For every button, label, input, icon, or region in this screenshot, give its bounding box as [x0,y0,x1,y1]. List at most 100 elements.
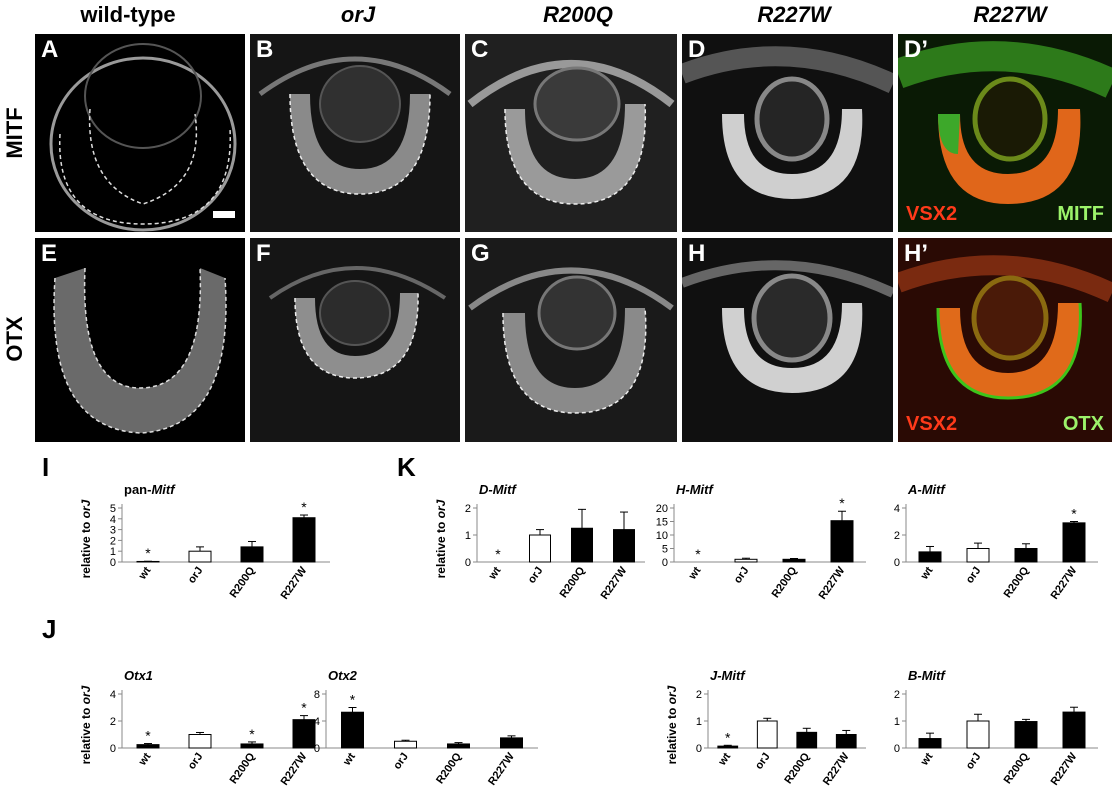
x-category-label: orJ [964,565,984,586]
bar [571,527,593,563]
row-header-mitf: MITF [2,107,27,159]
y-tick-label: 0 [465,557,471,569]
bar [918,551,942,563]
bar [966,720,990,749]
bar [1014,721,1038,749]
x-category-label: orJ [526,565,546,586]
x-category-label: R200Q [228,564,258,600]
y-tick-label: 0 [894,557,900,569]
bar [292,719,316,749]
significance-star: * [495,546,501,562]
y-axis-label-text: relative to [79,518,93,578]
bar [188,734,212,749]
overlay-label-vsx2: VSX2 [906,413,958,435]
x-category-label: orJ [732,565,752,586]
x-category-label: wt [136,751,154,769]
bar [796,731,818,749]
section-label-I: I [42,452,50,482]
eye-section-illustration [465,34,677,232]
y-tick-label: 1 [696,716,702,728]
micrograph-E: E [35,238,245,442]
chart-title: B-Mitf [908,668,946,683]
x-category-label: R200Q [558,564,588,600]
x-category-label: R200Q [1002,564,1032,600]
significance-star: * [301,499,307,515]
overlay-label-mitf: MITF [1057,203,1104,225]
y-tick-label: 2 [696,689,702,701]
eye-section-illustration [465,238,677,442]
y-tick-label: 1 [465,530,471,542]
micrograph-D: D [682,34,893,232]
y-tick-label: 4 [110,514,116,526]
y-tick-label: 1 [110,546,116,558]
scale-bar [213,211,235,218]
x-category-label: wt [716,751,734,769]
x-category-label: R227W [1049,564,1080,601]
eye-section-illustration [250,238,460,442]
significance-star: * [145,545,151,561]
y-tick-label: 3 [110,525,116,537]
significance-star: * [249,726,255,742]
bar [240,743,264,749]
bar [447,743,470,749]
y-tick-label: 10 [656,530,668,542]
panel-label: D [688,36,706,63]
chart-d-mitf: D-Mitf relative to orJ 0 1 2 * wt orJ R200Q R227W [417,478,657,608]
y-tick-label: 4 [894,503,900,515]
chart-title-gene: Mitf [151,482,176,497]
col-header-wild-type: wild-type [80,2,176,27]
x-category-label: R227W [817,564,848,601]
overlay-label-otx: OTX [1062,413,1104,435]
bar [966,548,990,563]
y-axis-label-text: relative to [79,704,93,764]
micrograph-C: C [465,34,677,232]
bar [835,734,857,749]
chart-j-mitf: J-Mitf relative to orJ 0 1 2 * wt orJ R200Q R227W [648,664,878,794]
panel-label: C [471,36,489,63]
panel-label: D’ [904,36,928,63]
bar [188,550,212,563]
chart-svg: Otx2 0 4 8 * wt orJ R200Q R227W [314,668,538,788]
y-tick-label: 5 [110,503,116,515]
col-header-R200Q: R200Q [543,2,613,27]
x-category-label: R200Q [770,564,800,600]
x-category-label: R227W [279,564,310,601]
x-category-label: orJ [753,751,773,772]
x-category-label: R227W [821,750,852,787]
x-category-label: wt [136,565,154,583]
chart-title: Otx1 [124,668,153,683]
x-category-label: wt [918,565,936,583]
panel-label: G [471,240,490,267]
y-tick-label: 4 [314,716,320,728]
bar [292,517,316,563]
bar [529,534,551,563]
bar [734,558,758,563]
x-category-label: R200Q [782,750,812,786]
bar [341,711,364,749]
panel-label: F [256,240,271,267]
chart-svg: A-Mitf 0 2 4 wt orJ R200Q * R227W [894,482,1098,602]
y-tick-label: 5 [662,544,668,556]
x-category-label: wt [486,565,504,583]
significance-star: * [1071,506,1077,522]
x-category-label: R227W [599,564,630,601]
micrograph-H-prime: H’ VSX2 OTX [898,238,1112,442]
bar [136,744,160,749]
bar [1014,548,1038,563]
y-tick-label: 2 [110,535,116,547]
section-label-K: K [397,452,416,482]
row-header-otx: OTX [2,316,27,362]
panel-label: B [256,36,274,63]
bar [918,738,942,749]
y-axis-label-orj: orJ [665,685,679,704]
x-category-label: R200Q [1002,750,1032,786]
y-tick-label: 2 [110,716,116,728]
x-category-label: orJ [186,565,206,586]
panel-label: E [41,240,58,267]
y-axis-label-orj: orJ [79,685,93,704]
chart-svg: B-Mitf 0 1 2 wt orJ R200Q R227W [894,668,1098,788]
micrograph-B: B [250,34,460,232]
micrograph-H: H [682,238,893,442]
